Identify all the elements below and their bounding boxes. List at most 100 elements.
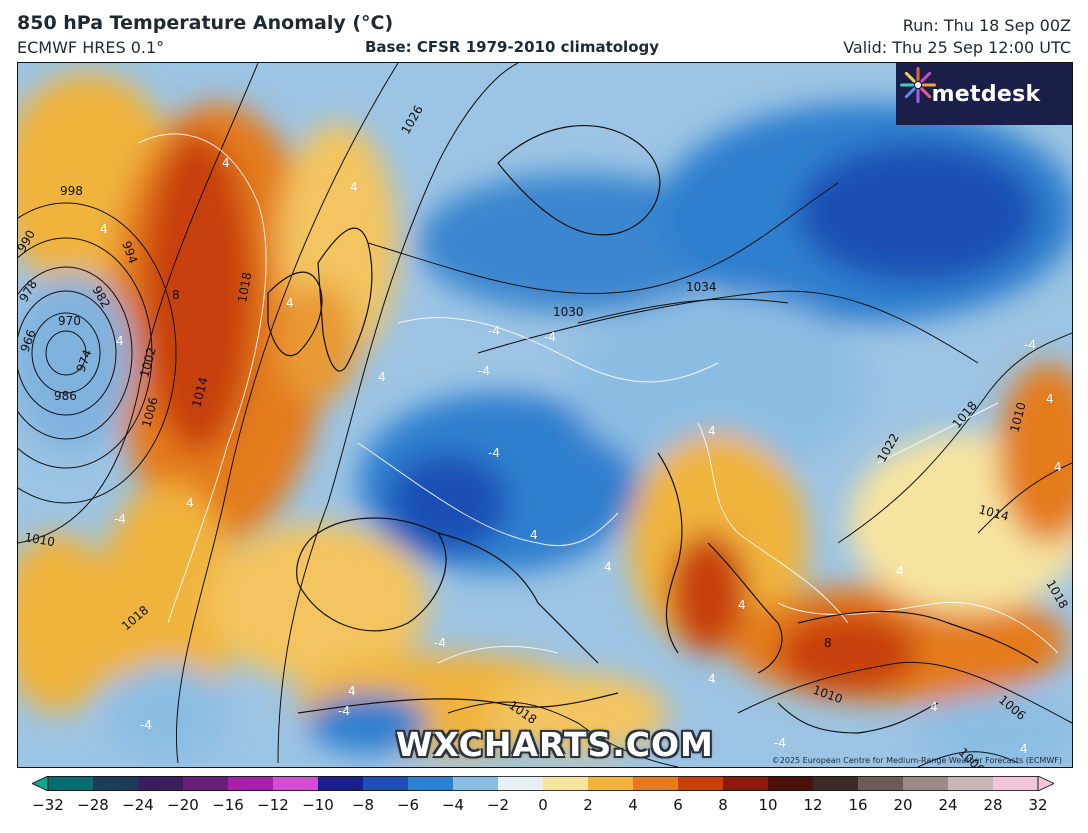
anomaly-label: 4 bbox=[708, 424, 716, 438]
anomaly-label: 4 bbox=[738, 598, 746, 612]
colorbar-tick-label: −24 bbox=[122, 796, 154, 814]
anomaly-label: -4 bbox=[488, 324, 500, 338]
colorbar-segment bbox=[768, 776, 814, 791]
anomaly-label: 4 bbox=[1054, 460, 1062, 474]
colorbar-tick-label: −32 bbox=[32, 796, 64, 814]
colorbar-segments bbox=[32, 776, 1054, 791]
anomaly-label: 8 bbox=[824, 636, 832, 650]
wxcharts-watermark: WXCHARTS.COM bbox=[396, 725, 714, 764]
colorbar-segment bbox=[903, 776, 949, 791]
colorbar-tick-label: 2 bbox=[583, 796, 593, 814]
colorbar-segment bbox=[408, 776, 454, 791]
model-name: ECMWF HRES 0.1° bbox=[17, 38, 165, 57]
colorbar-tick-label: 20 bbox=[893, 796, 913, 814]
colorbar-tick-label: −2 bbox=[486, 796, 510, 814]
colorbar-segment bbox=[723, 776, 769, 791]
colorbar-segment bbox=[498, 776, 544, 791]
anomaly-label: 4 bbox=[186, 496, 194, 510]
anomaly-label: -4 bbox=[338, 704, 350, 718]
anomaly-label: -4 bbox=[544, 330, 556, 344]
metdesk-flower-icon bbox=[900, 67, 936, 103]
colorbar-segment bbox=[93, 776, 139, 791]
colorbar-segment bbox=[813, 776, 859, 791]
colorbar-tick-label: 16 bbox=[848, 796, 868, 814]
anomaly-map: 998 990 978 970 966 974 986 982 994 1002… bbox=[18, 63, 1072, 767]
anomaly-label: 4 bbox=[350, 180, 358, 194]
isobar-label: 986 bbox=[54, 389, 77, 403]
anomaly-label: 4 bbox=[896, 564, 904, 578]
colorbar-tick-label: 8 bbox=[718, 796, 728, 814]
coastlines bbox=[267, 124, 1039, 734]
colorbar-segment bbox=[858, 776, 904, 791]
colorbar-tick-label: −8 bbox=[351, 796, 375, 814]
colorbar-segment bbox=[633, 776, 679, 791]
anomaly-label: -4 bbox=[488, 446, 500, 460]
anomaly-label: 4 bbox=[222, 156, 230, 170]
colorbar-arrow-left bbox=[32, 776, 49, 791]
colorbar-tick-label: 12 bbox=[803, 796, 823, 814]
colorbar-tick-label: 32 bbox=[1028, 796, 1048, 814]
anomaly-label: 4 bbox=[1020, 742, 1028, 756]
isobars bbox=[18, 63, 1072, 767]
colorbar-tick-label: −4 bbox=[441, 796, 465, 814]
colorbar-segment bbox=[318, 776, 364, 791]
anomaly-contours bbox=[137, 133, 1059, 664]
colorbar-tick-label: 6 bbox=[673, 796, 683, 814]
colorbar-arrow-right bbox=[1037, 776, 1054, 791]
anomaly-label: 4 bbox=[286, 296, 294, 310]
colorbar-tick-label: 0 bbox=[538, 796, 548, 814]
isobar-label: 1010 bbox=[23, 530, 56, 549]
anomaly-label: 4 bbox=[530, 528, 538, 542]
anomaly-field bbox=[18, 73, 1072, 767]
colorbar-tick-label: 28 bbox=[983, 796, 1003, 814]
isobar-label: 1018 bbox=[235, 271, 254, 304]
anomaly-label: -4 bbox=[114, 512, 126, 526]
colorbar-segment bbox=[993, 776, 1039, 791]
isobar-label: 970 bbox=[58, 314, 81, 328]
colorbar-segment bbox=[948, 776, 994, 791]
anomaly-label: 4 bbox=[116, 334, 124, 348]
colorbar-tick-label: −12 bbox=[257, 796, 289, 814]
colorbar-tick-label: 4 bbox=[628, 796, 638, 814]
anomaly-label: -4 bbox=[434, 636, 446, 650]
run-time: Run: Thu 18 Sep 00Z bbox=[902, 16, 1071, 35]
colorbar-tick-label: 24 bbox=[938, 796, 958, 814]
metdesk-logo: metdesk bbox=[896, 63, 1072, 125]
colorbar-ticks: −32 −28 −24 −20 −16 −12 −10 −8 −6 −4 −2 0 2 4 6 8 10 12 16… bbox=[0, 796, 1088, 820]
colorbar-segment bbox=[678, 776, 724, 791]
colorbar bbox=[32, 776, 1054, 791]
colorbar-tick-label: −28 bbox=[77, 796, 109, 814]
anomaly-label: 4 bbox=[708, 672, 716, 686]
anomaly-label: 4 bbox=[378, 370, 386, 384]
colorbar-segment bbox=[273, 776, 319, 791]
anomaly-label: -4 bbox=[774, 736, 786, 750]
isobar-label: 1034 bbox=[686, 280, 717, 294]
colorbar-segment bbox=[588, 776, 634, 791]
anomaly-label: 4 bbox=[930, 700, 938, 714]
valid-time: Valid: Thu 25 Sep 12:00 UTC bbox=[843, 38, 1071, 57]
colorbar-segment bbox=[48, 776, 94, 791]
colorbar-segment bbox=[453, 776, 499, 791]
copyright-notice: ©2025 European Centre for Medium-Range W… bbox=[771, 756, 1062, 765]
chart-title: 850 hPa Temperature Anomaly (°C) bbox=[17, 12, 394, 34]
map-panel: 998 990 978 970 966 974 986 982 994 1002… bbox=[17, 62, 1073, 768]
colorbar-frame bbox=[47, 776, 1039, 791]
anomaly-labels: 4 8 4 4 4 4 -4 -4 4 -4 4 -4 4 -4 4 -4 4 … bbox=[100, 156, 1062, 756]
colorbar-segment bbox=[138, 776, 184, 791]
colorbar-segment bbox=[183, 776, 229, 791]
anomaly-label: 4 bbox=[100, 222, 108, 236]
anomaly-label: 4 bbox=[1046, 392, 1054, 406]
anomaly-label: 4 bbox=[348, 684, 356, 698]
colorbar-tick-label: −10 bbox=[302, 796, 334, 814]
colorbar-segment bbox=[543, 776, 589, 791]
anomaly-label: 4 bbox=[604, 560, 612, 574]
anomaly-label: -4 bbox=[1024, 338, 1036, 352]
colorbar-segment bbox=[363, 776, 409, 791]
isobar-label: 998 bbox=[60, 184, 83, 198]
colorbar-tick-label: −20 bbox=[167, 796, 199, 814]
climatology-base: Base: CFSR 1979-2010 climatology bbox=[365, 38, 660, 56]
isobar-label: 1030 bbox=[553, 305, 584, 319]
colorbar-tick-label: −16 bbox=[212, 796, 244, 814]
colorbar-tick-label: 10 bbox=[758, 796, 778, 814]
logo-text: metdesk bbox=[931, 81, 1041, 107]
